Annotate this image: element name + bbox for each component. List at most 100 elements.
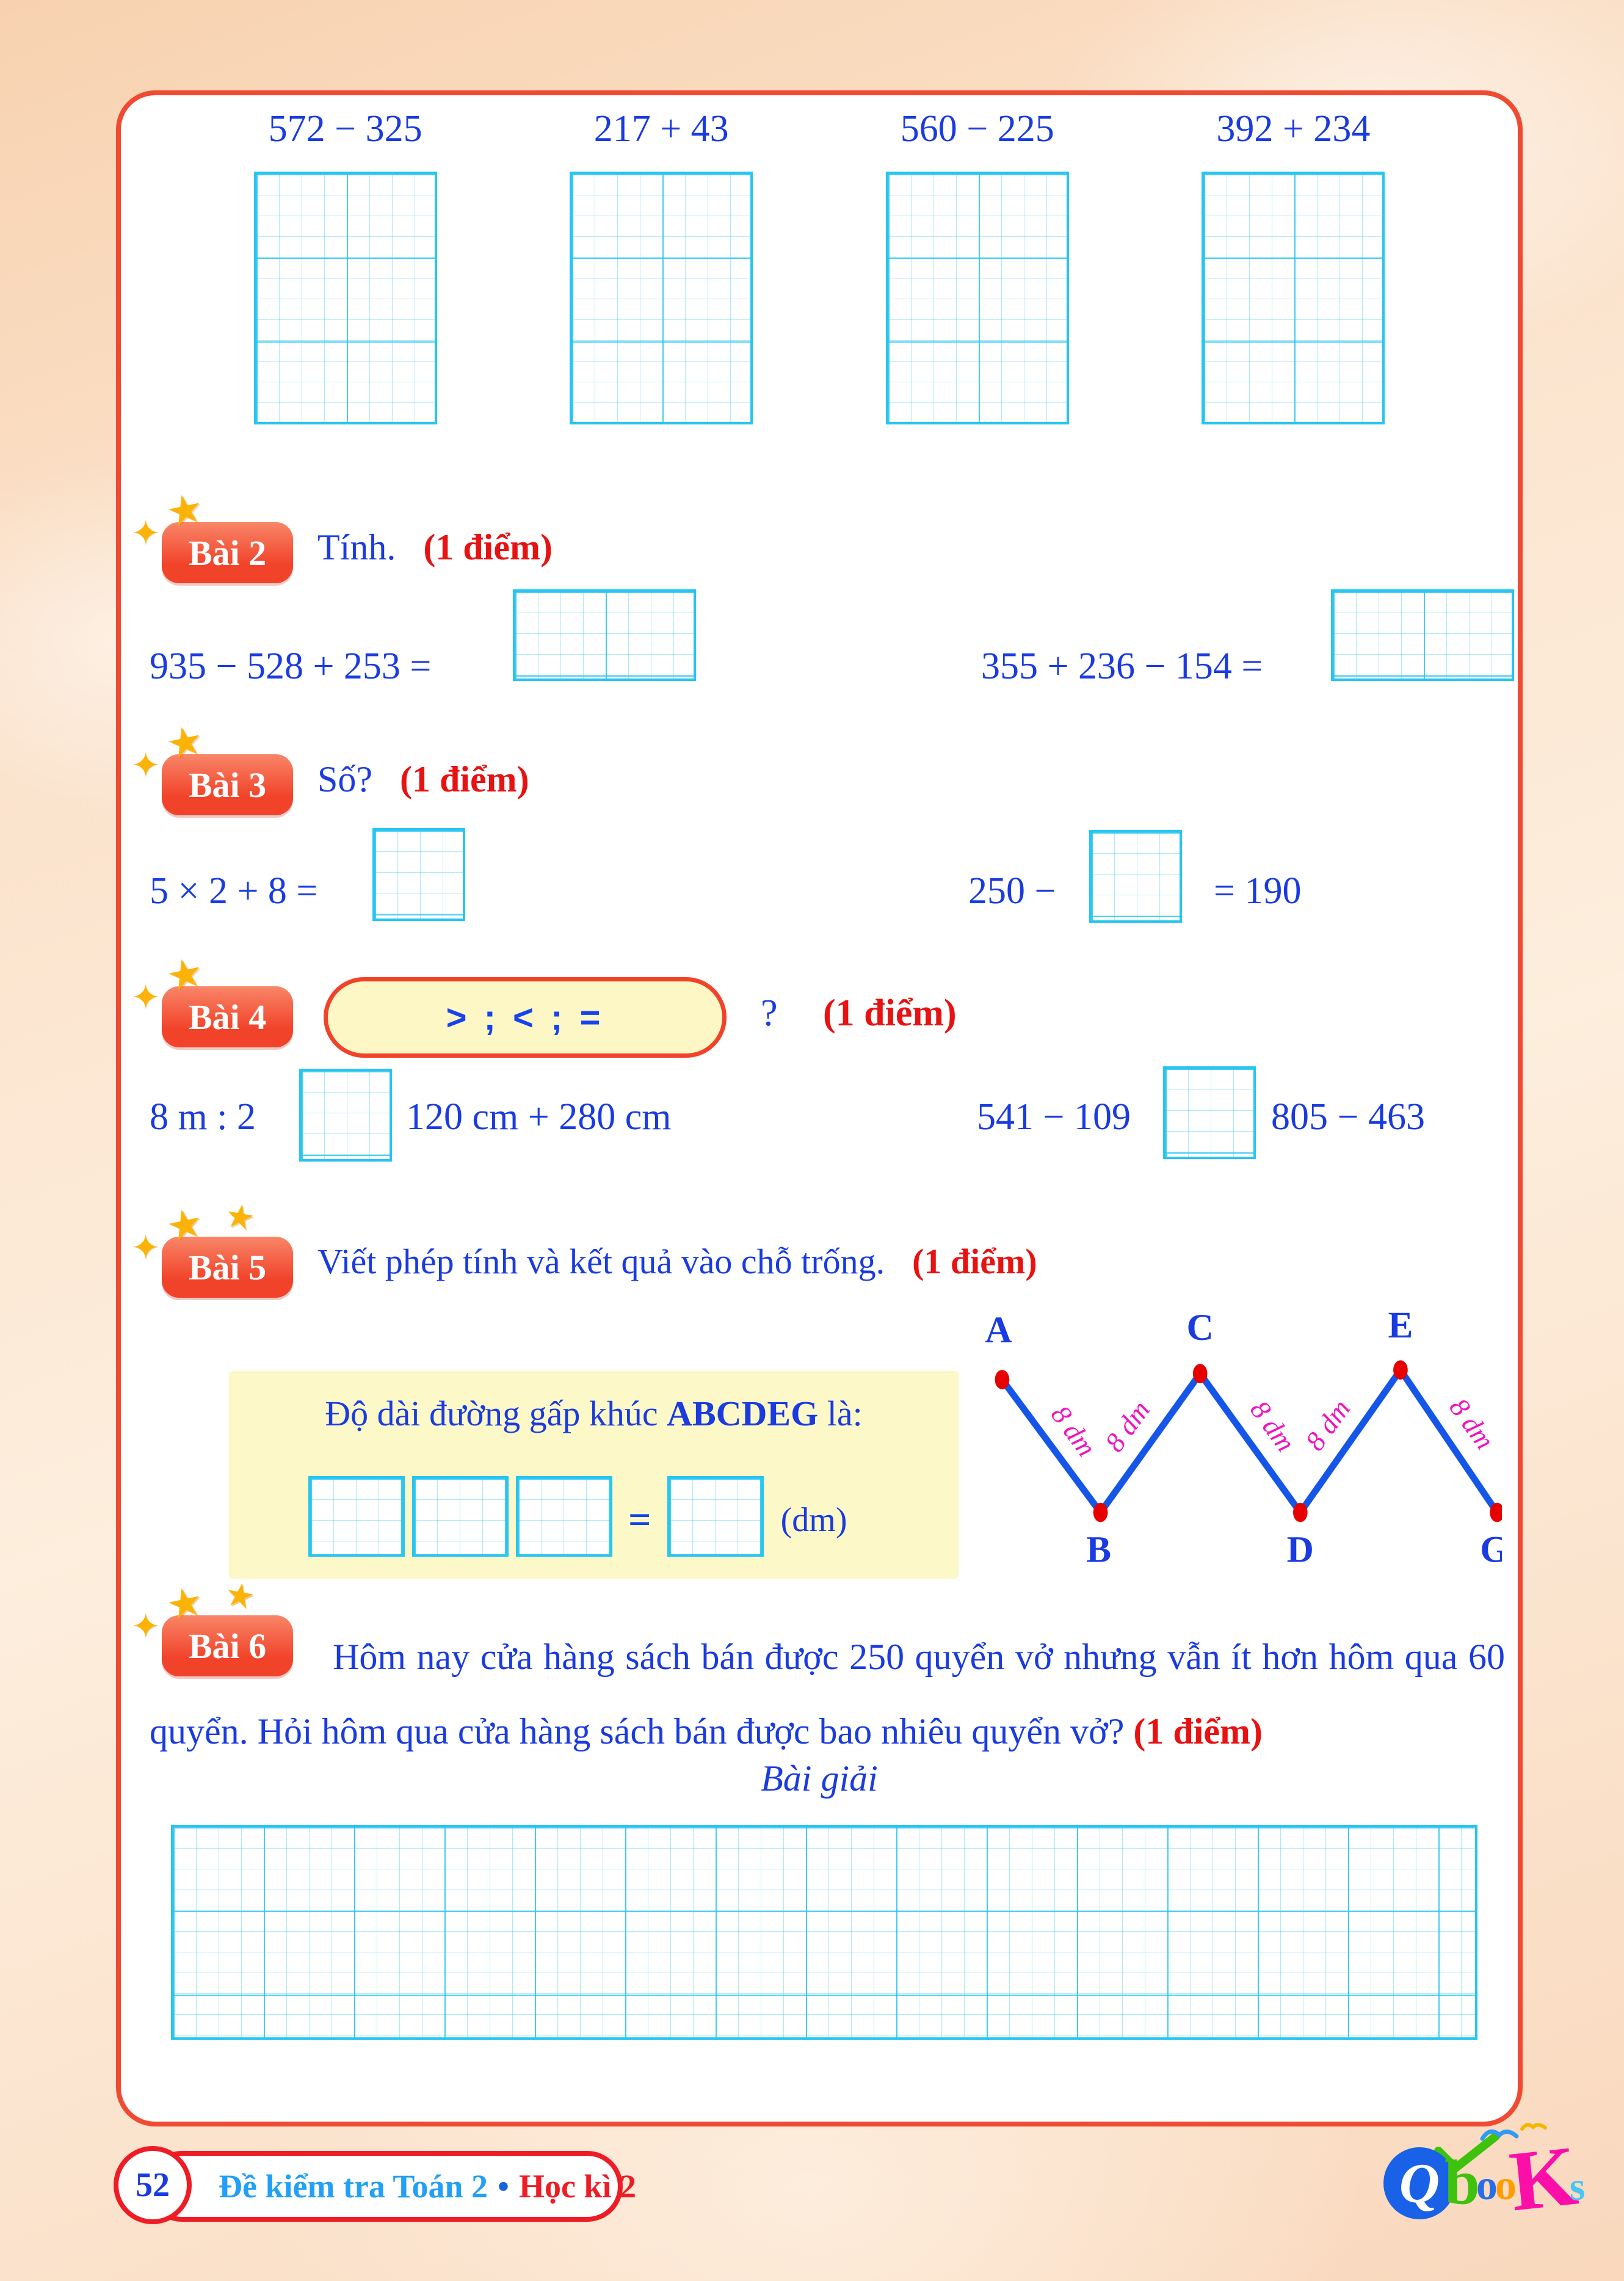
badge-label: Bài 6 <box>162 1615 293 1676</box>
equation: = 190 <box>1214 870 1302 912</box>
bullet-icon: • <box>498 2168 509 2205</box>
vertex-label: E <box>1388 1304 1413 1346</box>
vertex-label: D <box>1287 1529 1314 1570</box>
section-badge-bai3: ★ ✦ Bài 3 <box>131 716 293 815</box>
star-icon: ★ <box>222 1574 258 1617</box>
answer-grid[interactable] <box>1331 589 1514 681</box>
problem-column: 572 − 325 <box>253 107 437 424</box>
section-badge-bai2: ★ ✦ Bài 2 <box>131 484 293 583</box>
solution-title: Bài giải <box>761 1758 878 1799</box>
answer-grid[interactable] <box>570 172 753 424</box>
vertex-dot <box>995 1370 1010 1389</box>
worksheet-panel: 572 − 325 217 + 43 560 − 225 392 + 234 ★… <box>116 90 1523 2126</box>
answer-grid[interactable] <box>1202 172 1385 424</box>
page-number-badge: 52 <box>114 2146 192 2224</box>
problems-row: 572 − 325 217 + 43 560 − 225 392 + 234 <box>121 107 1518 424</box>
zigzag-diagram: A B C D E G 8 dm 8 dm 8 dm 8 dm 8 dm <box>971 1301 1509 1571</box>
problem-column: 560 − 225 <box>885 107 1069 424</box>
task-answer-row: = (dm) <box>308 1476 847 1557</box>
points-label: (1 điểm) <box>823 992 957 1034</box>
sparkle-icon: ✦ <box>131 1228 160 1268</box>
task-label: Độ dài đường gấp khúc ABCDEG là: <box>229 1393 959 1434</box>
qbooks-logo: Q b o o K s <box>1383 2123 1585 2234</box>
comparison-signs: > ; < ; = <box>446 997 604 1038</box>
problem-expression: 392 + 234 <box>1216 108 1371 150</box>
answer-grid[interactable] <box>1089 830 1182 923</box>
task-label-post: là: <box>818 1394 863 1433</box>
points-label: (1 điểm) <box>400 759 529 799</box>
logo-letter: s <box>1569 2164 1586 2209</box>
problem-expression: 560 − 225 <box>900 108 1054 150</box>
comparison-signs-pill: > ; < ; = <box>324 977 727 1058</box>
vertex-dot <box>1093 1502 1108 1522</box>
badge-label: Bài 2 <box>162 522 293 583</box>
logo-q: Q <box>1383 2147 1455 2219</box>
footer-series-label: Đề kiểm tra Toán 2 <box>219 2168 488 2205</box>
points-label: (1 điểm) <box>423 527 553 567</box>
answer-grid[interactable] <box>253 172 437 424</box>
problem-expression: 572 − 325 <box>268 108 422 150</box>
points-label: (1 điểm) <box>1133 1711 1263 1752</box>
star-icon: ★ <box>222 1195 258 1239</box>
answer-grid[interactable] <box>412 1476 509 1557</box>
logo-letters: b o o K s <box>1445 2128 1586 2230</box>
zigzag-path <box>999 1364 1500 1518</box>
answer-grid[interactable] <box>885 172 1069 424</box>
zigzag-svg: A B C D E G 8 dm 8 dm 8 dm 8 dm 8 dm <box>985 1304 1509 1571</box>
badge-label: Bài 3 <box>162 754 293 815</box>
sparkle-icon: ✦ <box>131 978 160 1017</box>
problem-expression: 217 + 43 <box>593 108 729 150</box>
logo-letter: K <box>1505 2128 1582 2230</box>
task-box: Độ dài đường gấp khúc ABCDEG là: = (dm) <box>229 1371 959 1579</box>
equation: 541 − 109 <box>977 1096 1131 1138</box>
task-label-pre: Độ dài đường gấp khúc <box>325 1394 667 1433</box>
unit-label: (dm) <box>780 1501 847 1539</box>
equation: 935 − 528 + 253 = <box>150 646 432 687</box>
badge-label: Bài 5 <box>162 1237 293 1298</box>
answer-grid[interactable] <box>513 589 696 681</box>
answer-grid[interactable] <box>667 1476 764 1557</box>
solution-grid[interactable] <box>171 1825 1477 2040</box>
question-mark: ? <box>761 992 778 1034</box>
equation: 120 cm + 280 cm <box>406 1096 672 1138</box>
answer-grid[interactable] <box>372 828 465 921</box>
answer-grid[interactable] <box>1163 1066 1256 1159</box>
word-problem-text: Hôm nay cửa hàng sách bán được 250 quyển… <box>150 1637 1505 1752</box>
equals-sign: = <box>628 1497 651 1542</box>
equation: 355 + 236 − 154 = <box>981 646 1263 687</box>
sparkle-icon: ✦ <box>131 746 160 785</box>
vertex-dot <box>1490 1502 1504 1522</box>
logo-letter: b <box>1445 2147 1480 2218</box>
task-label-path: ABCDEG <box>667 1394 819 1433</box>
section-badge-bai4: ★ ✦ Bài 4 <box>131 948 293 1047</box>
section-header-bai5: Viết phép tính và kết quả vào chỗ trống.… <box>317 1241 1037 1282</box>
section-header-bai2: Tính. (1 điểm) <box>317 526 553 569</box>
vertex-label: B <box>1086 1529 1111 1570</box>
vertex-dot <box>1292 1502 1308 1522</box>
equation: 805 − 463 <box>1271 1096 1425 1138</box>
vertex-label: A <box>985 1309 1012 1351</box>
section-badge-bai5: ★ ★ ✦ Bài 5 <box>131 1195 293 1298</box>
badge-label: Bài 4 <box>162 986 293 1047</box>
section-title: Viết phép tính và kết quả vào chỗ trống. <box>317 1242 885 1281</box>
logo-letter: o <box>1495 2161 1517 2209</box>
bird-icon <box>1480 2129 1519 2141</box>
section-title: Số? <box>317 759 372 799</box>
answer-grid[interactable] <box>516 1476 612 1557</box>
logo-letter: o <box>1476 2161 1498 2209</box>
vertex-dot <box>1192 1364 1208 1383</box>
word-problem: Hôm nay cửa hàng sách bán được 250 quyển… <box>150 1620 1505 1769</box>
sparkle-icon: ✦ <box>131 514 160 553</box>
equation: 250 − <box>968 870 1056 912</box>
equation: 8 m : 2 <box>150 1096 256 1138</box>
section-badge-bai6: ★ ★ ✦ Bài 6 <box>131 1574 293 1676</box>
problem-column: 392 + 234 <box>1202 107 1385 424</box>
vertex-dot <box>1393 1360 1408 1380</box>
bird-icon <box>1520 2123 1547 2131</box>
answer-grid[interactable] <box>308 1476 405 1557</box>
footer-term-label: Học kì 2 <box>518 2168 636 2205</box>
problem-column: 217 + 43 <box>570 107 753 424</box>
section-header-bai3: Số? (1 điểm) <box>317 759 529 801</box>
answer-grid[interactable] <box>299 1069 392 1162</box>
